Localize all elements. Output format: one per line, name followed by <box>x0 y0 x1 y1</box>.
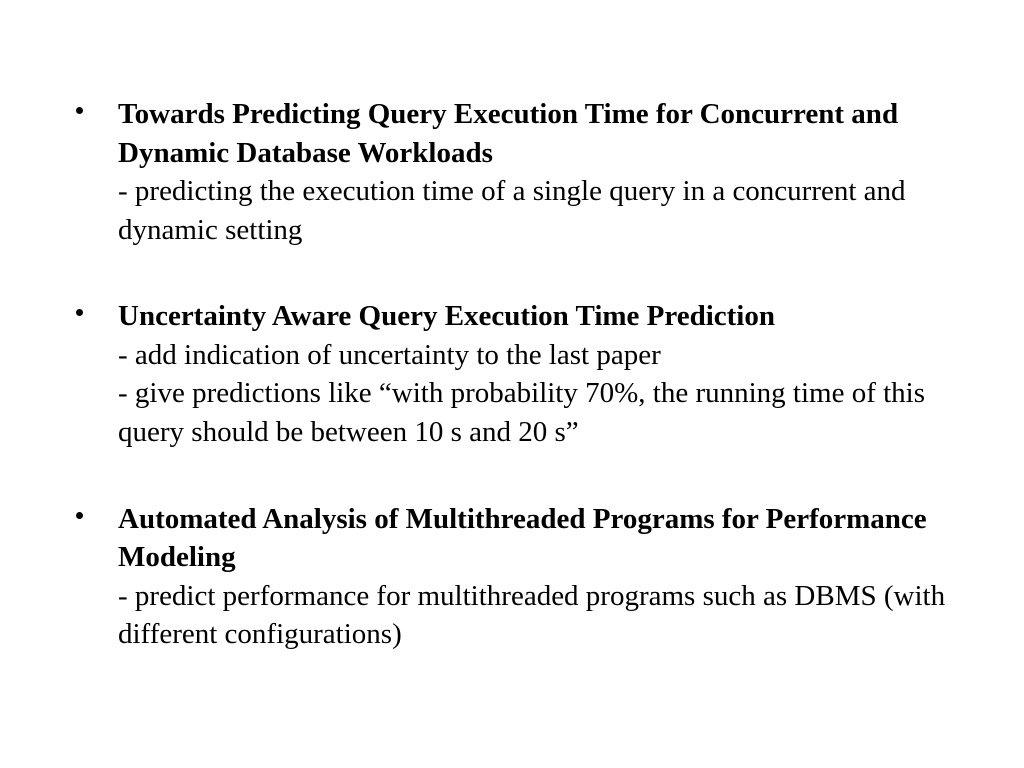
item-desc-line: - predicting the execution time of a sin… <box>118 175 906 246</box>
item-title: Uncertainty Aware Query Execution Time P… <box>118 300 775 332</box>
topic-list: Towards Predicting Query Execution Time … <box>70 95 954 654</box>
list-item: Automated Analysis of Multithreaded Prog… <box>70 500 954 654</box>
bullet-icon <box>76 512 83 519</box>
item-desc-line: - add indication of uncertainty to the l… <box>118 339 661 371</box>
item-desc-line: - predict performance for multithreaded … <box>118 580 945 651</box>
list-item: Uncertainty Aware Query Execution Time P… <box>70 297 954 451</box>
item-title: Towards Predicting Query Execution Time … <box>118 98 898 169</box>
bullet-icon <box>76 309 83 316</box>
item-title: Automated Analysis of Multithreaded Prog… <box>118 503 927 574</box>
item-desc-line: - give predictions like “with probabilit… <box>118 377 925 448</box>
slide: Towards Predicting Query Execution Time … <box>0 0 1024 768</box>
bullet-icon <box>76 107 83 114</box>
list-item: Towards Predicting Query Execution Time … <box>70 95 954 249</box>
